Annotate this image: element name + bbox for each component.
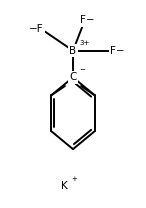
Text: K: K (61, 181, 68, 191)
Text: C: C (69, 72, 77, 82)
Text: F−: F− (110, 46, 125, 56)
Text: −F: −F (29, 24, 44, 34)
Text: F−: F− (80, 15, 95, 25)
Text: B: B (69, 46, 77, 56)
Text: −: − (79, 67, 85, 73)
Text: 3+: 3+ (80, 40, 90, 46)
Text: +: + (71, 176, 77, 182)
